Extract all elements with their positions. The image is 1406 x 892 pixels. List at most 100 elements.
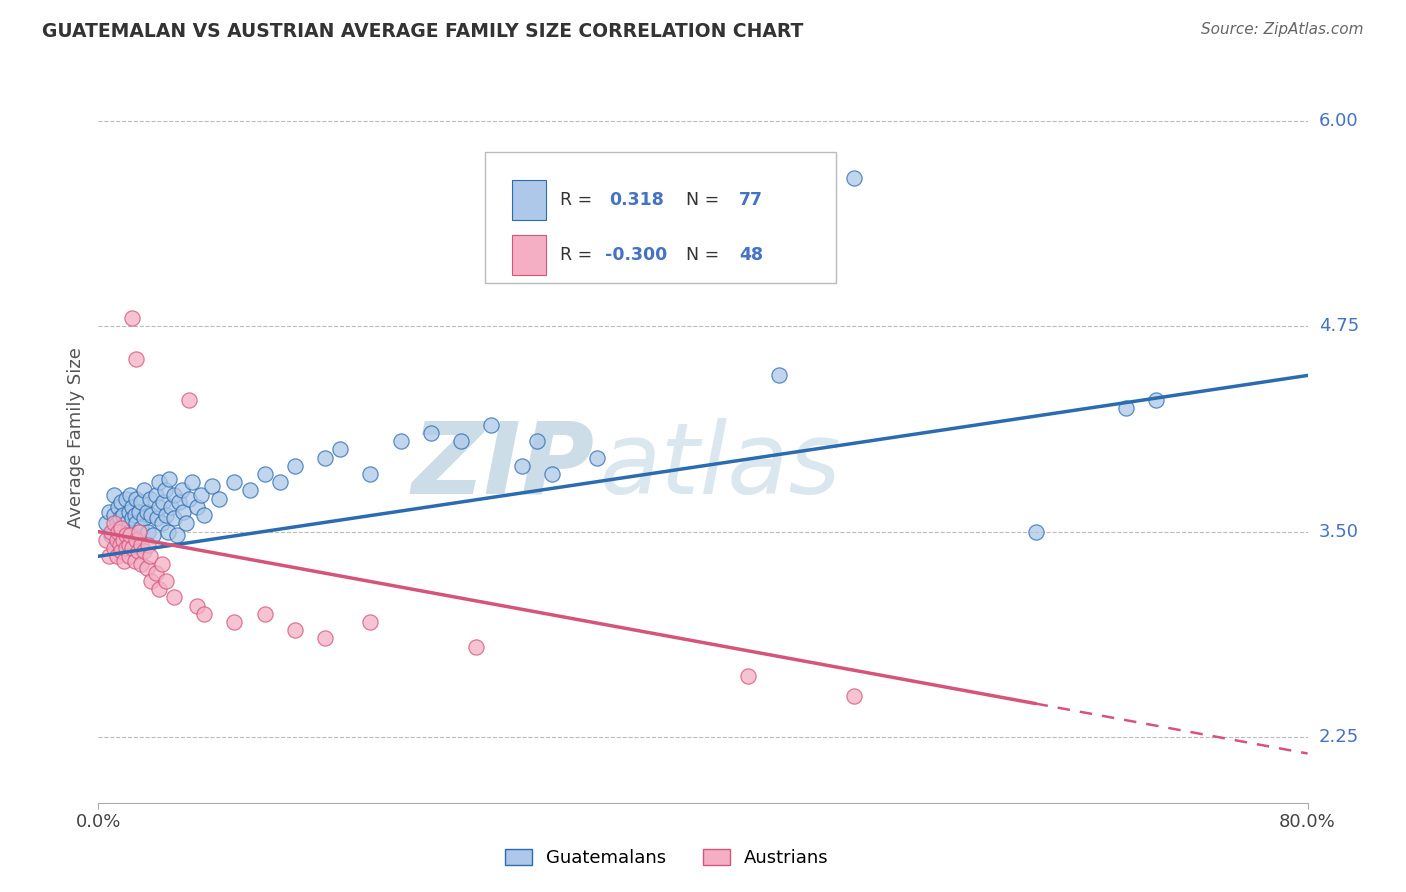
- Point: [145, 566, 167, 580]
- Point: [135, 505, 157, 519]
- Point: [100, 528, 122, 542]
- Point: [121, 310, 143, 325]
- Point: [737, 669, 759, 683]
- Point: [186, 500, 208, 514]
- Point: [114, 516, 136, 531]
- Point: [314, 450, 336, 465]
- Point: [110, 495, 132, 509]
- Point: [120, 488, 142, 502]
- Point: [360, 615, 382, 629]
- Text: R =: R =: [561, 191, 603, 209]
- Point: [160, 500, 183, 514]
- Point: [98, 505, 121, 519]
- Point: [127, 533, 149, 547]
- Point: [114, 528, 136, 542]
- Point: [510, 458, 533, 473]
- Text: 0.318: 0.318: [609, 191, 664, 209]
- Point: [163, 511, 186, 525]
- Point: [150, 558, 173, 572]
- Point: [142, 528, 165, 542]
- Y-axis label: Average Family Size: Average Family Size: [66, 347, 84, 527]
- Text: ZIP: ZIP: [411, 417, 595, 515]
- Point: [253, 607, 276, 621]
- Point: [121, 511, 143, 525]
- Point: [128, 524, 150, 539]
- Point: [179, 491, 201, 506]
- Point: [105, 549, 128, 564]
- Point: [159, 472, 181, 486]
- Point: [163, 591, 186, 605]
- Text: 48: 48: [740, 246, 763, 264]
- Point: [1144, 393, 1167, 408]
- Point: [284, 624, 307, 638]
- Point: [148, 582, 170, 596]
- Point: [844, 689, 866, 703]
- Point: [112, 533, 135, 547]
- Point: [139, 491, 162, 506]
- Point: [118, 505, 141, 519]
- Point: [110, 521, 132, 535]
- Point: [224, 475, 246, 490]
- Point: [172, 505, 194, 519]
- Point: [153, 483, 176, 498]
- Point: [540, 467, 562, 481]
- Point: [186, 599, 208, 613]
- Point: [129, 495, 152, 509]
- Point: [121, 541, 143, 555]
- Point: [174, 516, 197, 531]
- Point: [94, 516, 117, 531]
- Point: [100, 524, 122, 539]
- Point: [170, 483, 193, 498]
- Point: [132, 483, 155, 498]
- Point: [110, 521, 132, 535]
- Point: [118, 549, 141, 564]
- Text: N =: N =: [675, 191, 725, 209]
- Text: GUATEMALAN VS AUSTRIAN AVERAGE FAMILY SIZE CORRELATION CHART: GUATEMALAN VS AUSTRIAN AVERAGE FAMILY SI…: [42, 22, 804, 41]
- Point: [253, 467, 276, 481]
- Text: 2.25: 2.25: [1319, 728, 1360, 746]
- Point: [105, 516, 128, 531]
- Point: [103, 516, 125, 531]
- Point: [125, 516, 148, 531]
- Point: [132, 511, 155, 525]
- Point: [239, 483, 262, 498]
- Point: [125, 533, 148, 547]
- Point: [111, 533, 134, 547]
- Point: [190, 488, 212, 502]
- Text: N =: N =: [675, 246, 725, 264]
- Point: [107, 500, 129, 514]
- Point: [118, 538, 141, 552]
- Point: [360, 467, 382, 481]
- Point: [114, 541, 136, 555]
- Point: [167, 495, 190, 509]
- Point: [127, 544, 149, 558]
- Point: [155, 508, 177, 523]
- Point: [129, 558, 152, 572]
- Point: [150, 516, 173, 531]
- Text: -0.300: -0.300: [605, 246, 668, 264]
- Point: [141, 508, 163, 523]
- Point: [94, 533, 117, 547]
- Point: [586, 450, 609, 465]
- Bar: [512, 235, 546, 276]
- Point: [139, 549, 162, 564]
- Point: [148, 500, 170, 514]
- Point: [122, 528, 145, 542]
- Point: [389, 434, 412, 449]
- Text: R =: R =: [561, 246, 598, 264]
- Point: [481, 417, 503, 432]
- Text: 6.00: 6.00: [1319, 112, 1358, 129]
- Point: [179, 393, 201, 408]
- Point: [148, 475, 170, 490]
- Point: [128, 505, 150, 519]
- Text: Source: ZipAtlas.com: Source: ZipAtlas.com: [1201, 22, 1364, 37]
- Point: [121, 500, 143, 514]
- Text: 77: 77: [740, 191, 763, 209]
- Point: [269, 475, 291, 490]
- Point: [124, 554, 146, 568]
- Point: [163, 488, 186, 502]
- Point: [284, 458, 307, 473]
- Point: [844, 171, 866, 186]
- Point: [129, 538, 152, 552]
- Point: [465, 640, 488, 654]
